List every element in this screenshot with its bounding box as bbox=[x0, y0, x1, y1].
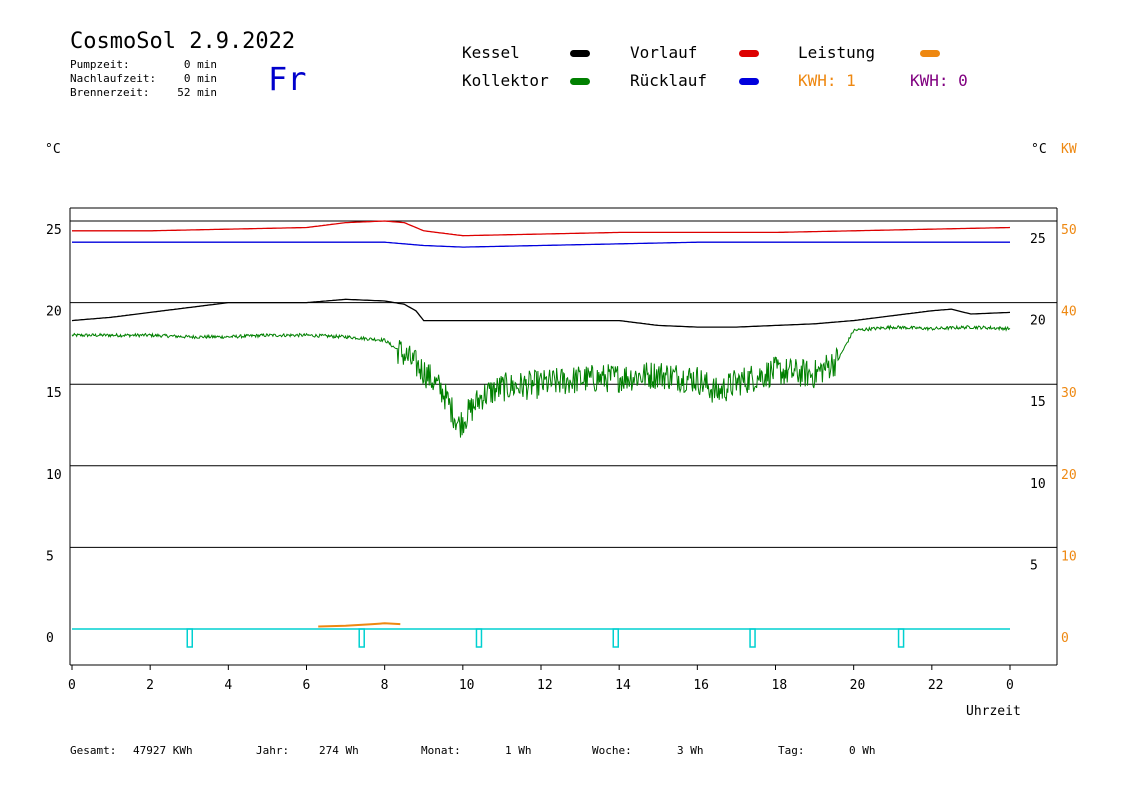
y-tick-left: 25 bbox=[46, 223, 62, 238]
legend-kwh2: KWH: 0 bbox=[910, 71, 968, 90]
y-tick-right: 15 bbox=[1030, 395, 1046, 410]
legend-kessel-swatch bbox=[570, 50, 590, 57]
y-tick-kw: 50 bbox=[1061, 223, 1077, 238]
stat-nachlaufzeit-value: 0 min bbox=[183, 72, 217, 85]
stat-nachlaufzeit-label: Nachlaufzeit: bbox=[70, 72, 157, 85]
legend-leistung-label: Leistung bbox=[798, 43, 876, 62]
series-vorlauf bbox=[72, 220, 1011, 237]
pump-pulse bbox=[475, 628, 483, 648]
footer-monat-label: Monat: bbox=[421, 744, 461, 757]
x-tick-label: 0 bbox=[68, 678, 76, 693]
y-tick-left: 15 bbox=[46, 386, 62, 401]
y-tick-kw: 0 bbox=[1061, 631, 1069, 646]
y-tick-left: 10 bbox=[46, 468, 62, 483]
series-ruecklauf bbox=[72, 241, 1010, 248]
x-tick-label: 4 bbox=[224, 678, 232, 693]
y-tick-right: 5 bbox=[1030, 558, 1038, 573]
footer-tag-label: Tag: bbox=[778, 744, 805, 757]
legend-kollektor-swatch bbox=[570, 78, 590, 85]
footer-gesamt-label: Gesamt: bbox=[70, 744, 117, 757]
y-axis-unit-right: °C bbox=[1031, 142, 1047, 157]
y-tick-left: 20 bbox=[46, 305, 62, 320]
x-tick-label: 22 bbox=[928, 678, 944, 693]
y-tick-right: 25 bbox=[1030, 232, 1046, 247]
legend-vorlauf-label: Vorlauf bbox=[630, 43, 698, 62]
x-tick-label: 8 bbox=[381, 678, 389, 693]
x-tick-label: 16 bbox=[693, 678, 709, 693]
x-tick-label: 2 bbox=[146, 678, 154, 693]
stat-brennerzeit-value: 52 min bbox=[177, 86, 217, 99]
y-tick-left: 0 bbox=[46, 631, 54, 646]
series-leistung bbox=[318, 622, 401, 628]
pump-pulse bbox=[358, 628, 365, 648]
stat-brennerzeit-label: Brennerzeit: bbox=[70, 86, 150, 99]
x-tick-label: 0 bbox=[1006, 678, 1014, 693]
weekday-label: Fr bbox=[268, 60, 307, 98]
chart-title: CosmoSol 2.9.2022 bbox=[70, 29, 296, 54]
legend-kwh1: KWH: 1 bbox=[798, 71, 856, 90]
stat-pumpzeit-value: 0 min bbox=[183, 58, 217, 71]
y-tick-kw: 40 bbox=[1061, 305, 1077, 320]
legend-ruecklauf-label: Rücklauf bbox=[630, 71, 708, 90]
footer-jahr-value: 274 Wh bbox=[319, 744, 359, 757]
pump-pulse bbox=[897, 628, 905, 648]
y-tick-right: 10 bbox=[1030, 477, 1046, 492]
x-tick-label: 20 bbox=[850, 678, 866, 693]
footer-woche-value: 3 Wh bbox=[677, 744, 704, 757]
y-tick-left: 5 bbox=[46, 549, 54, 564]
y-tick-kw: 20 bbox=[1061, 468, 1077, 483]
x-tick-label: 12 bbox=[537, 678, 553, 693]
legend-kollektor-label: Kollektor bbox=[462, 71, 549, 90]
x-axis-label: Uhrzeit bbox=[966, 704, 1021, 719]
footer-tag-value: 0 Wh bbox=[849, 744, 876, 757]
legend-kessel-label: Kessel bbox=[462, 43, 520, 62]
legend-vorlauf-swatch bbox=[739, 50, 759, 57]
x-tick-label: 6 bbox=[303, 678, 311, 693]
stat-pumpzeit-label: Pumpzeit: bbox=[70, 58, 130, 71]
x-tick-label: 18 bbox=[772, 678, 788, 693]
y-axis-unit-kw: KW bbox=[1061, 142, 1077, 157]
footer-gesamt-value: 47927 KWh bbox=[133, 744, 193, 757]
pump-pulse bbox=[186, 628, 193, 648]
legend-leistung-swatch bbox=[920, 50, 940, 57]
y-tick-kw: 10 bbox=[1061, 549, 1077, 564]
pump-pulse bbox=[749, 628, 756, 648]
x-tick-label: 14 bbox=[615, 678, 631, 693]
pump-pulse bbox=[612, 628, 620, 648]
x-tick-label: 10 bbox=[459, 678, 475, 693]
series-kessel bbox=[71, 298, 1011, 328]
y-tick-right: 20 bbox=[1030, 314, 1046, 329]
legend-ruecklauf-swatch bbox=[739, 78, 759, 85]
footer-woche-label: Woche: bbox=[592, 744, 632, 757]
y-tick-kw: 30 bbox=[1061, 386, 1077, 401]
footer-monat-value: 1 Wh bbox=[505, 744, 532, 757]
y-axis-unit-left: °C bbox=[45, 142, 61, 157]
series-kollektor bbox=[71, 324, 1011, 438]
footer-jahr-label: Jahr: bbox=[256, 744, 290, 757]
